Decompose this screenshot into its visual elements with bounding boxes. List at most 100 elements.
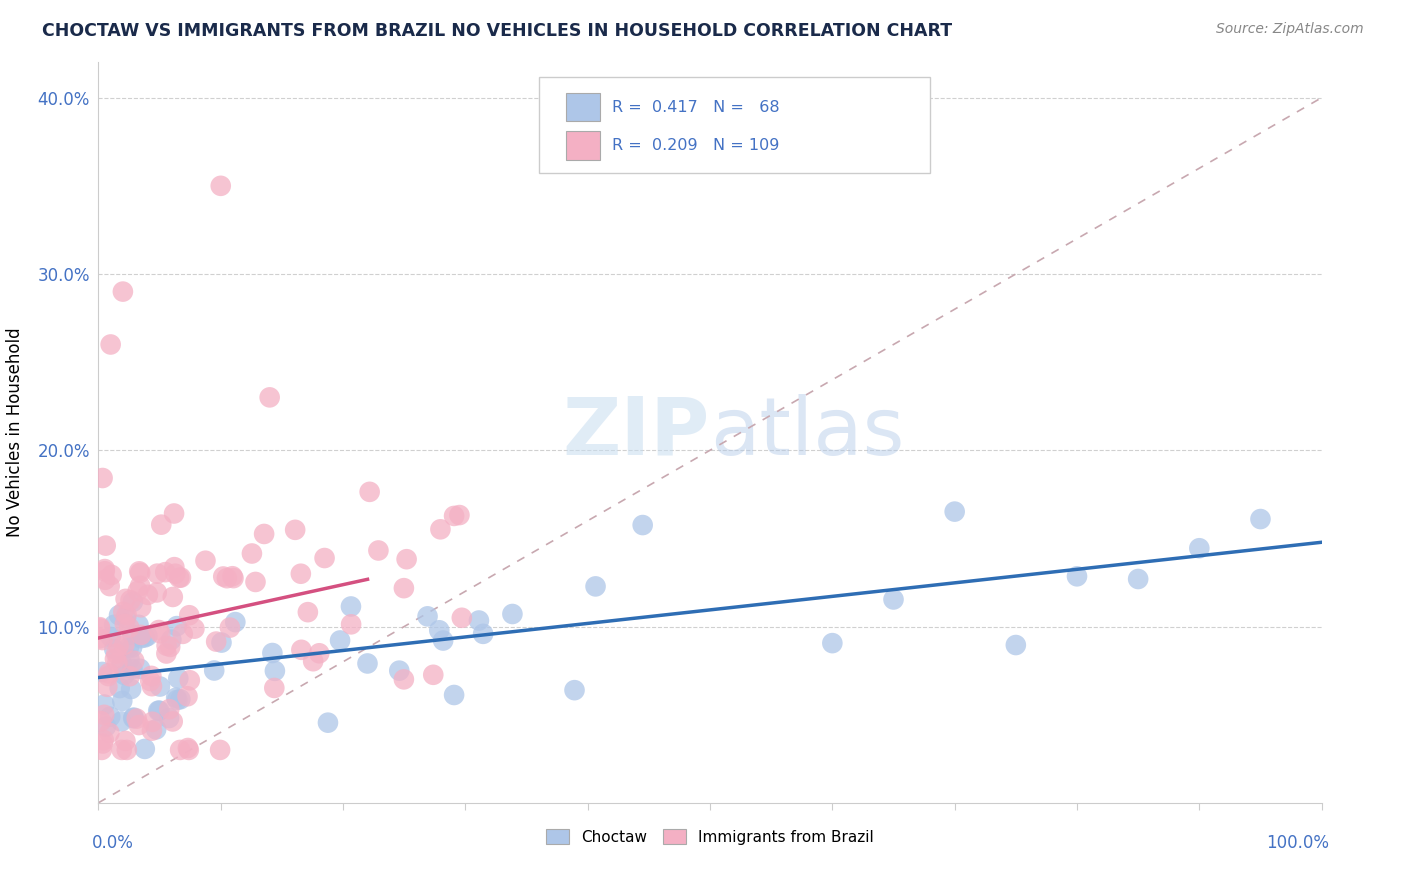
Point [121, 640, 143, 655]
Point [883, 592, 905, 607]
Point [105, 656, 128, 670]
Point [155, 639, 177, 653]
Point [94, 573, 117, 587]
Point [150, 517, 173, 532]
Point [129, 662, 152, 676]
Point [141, 723, 163, 738]
Point [90, 743, 112, 757]
Point [501, 607, 523, 621]
Point [91, 471, 114, 485]
Point [93, 733, 115, 747]
Point [128, 718, 150, 732]
Text: R =  0.417   N =   68: R = 0.417 N = 68 [612, 100, 780, 115]
Point [160, 632, 183, 647]
Point [449, 508, 471, 522]
Point [1188, 541, 1211, 556]
Point [1004, 638, 1026, 652]
Point [110, 714, 132, 729]
Point [128, 564, 150, 578]
Point [259, 390, 281, 404]
Point [359, 484, 381, 499]
Point [468, 614, 491, 628]
Point [134, 631, 156, 645]
Point [97, 666, 120, 681]
Point [129, 631, 152, 645]
Point [340, 617, 363, 632]
Point [211, 635, 233, 649]
Point [631, 518, 654, 533]
Point [100, 630, 122, 644]
Point [262, 646, 284, 660]
Point [215, 571, 238, 585]
Point [943, 505, 966, 519]
Point [141, 669, 163, 683]
Point [290, 643, 312, 657]
Point [157, 702, 180, 716]
Point [177, 743, 200, 757]
Point [308, 646, 330, 660]
Point [89, 620, 111, 634]
Point [129, 628, 152, 642]
Point [129, 579, 152, 593]
Point [167, 672, 190, 686]
Point [443, 688, 465, 702]
Point [89, 632, 111, 646]
Point [115, 607, 138, 622]
Point [114, 617, 136, 632]
Point [122, 654, 145, 668]
Point [120, 681, 142, 696]
Point [136, 629, 159, 643]
Point [108, 608, 131, 623]
Point [121, 662, 143, 676]
Point [155, 565, 177, 579]
Point [103, 618, 125, 632]
Point [209, 743, 232, 757]
Point [129, 600, 152, 615]
Point [118, 652, 141, 666]
Point [149, 626, 172, 640]
Point [155, 647, 177, 661]
Point [172, 627, 194, 641]
Point [94, 720, 117, 734]
Point [91, 665, 114, 679]
Point [329, 633, 352, 648]
Point [427, 624, 450, 638]
Point [93, 698, 115, 712]
Y-axis label: No Vehicles in Household: No Vehicles in Household [6, 327, 24, 538]
Point [108, 681, 131, 695]
Point [212, 569, 235, 583]
Point [564, 683, 586, 698]
Point [162, 714, 184, 729]
Text: CHOCTAW VS IMMIGRANTS FROM BRAZIL NO VEHICLES IN HOUSEHOLD CORRELATION CHART: CHOCTAW VS IMMIGRANTS FROM BRAZIL NO VEH… [42, 22, 952, 40]
Point [93, 707, 115, 722]
Point [224, 615, 246, 629]
Point [432, 633, 454, 648]
Point [96, 680, 118, 694]
Point [166, 693, 188, 707]
Point [443, 508, 465, 523]
Point [111, 285, 134, 299]
Point [122, 710, 145, 724]
Point [340, 599, 363, 614]
Point [177, 741, 200, 756]
Point [122, 595, 145, 609]
Point [194, 554, 217, 568]
Point [115, 743, 138, 757]
Point [205, 634, 228, 648]
Point [120, 593, 142, 607]
Point [97, 669, 120, 683]
Point [122, 711, 145, 725]
Point [146, 566, 169, 581]
Point [170, 570, 193, 584]
Point [114, 591, 136, 606]
Point [209, 178, 232, 193]
Point [356, 657, 378, 671]
Point [222, 571, 245, 585]
FancyBboxPatch shape [538, 78, 931, 173]
Point [94, 564, 117, 578]
Point [221, 569, 243, 583]
Point [115, 610, 138, 624]
Point [166, 619, 188, 633]
Point [148, 704, 170, 718]
Point [134, 742, 156, 756]
